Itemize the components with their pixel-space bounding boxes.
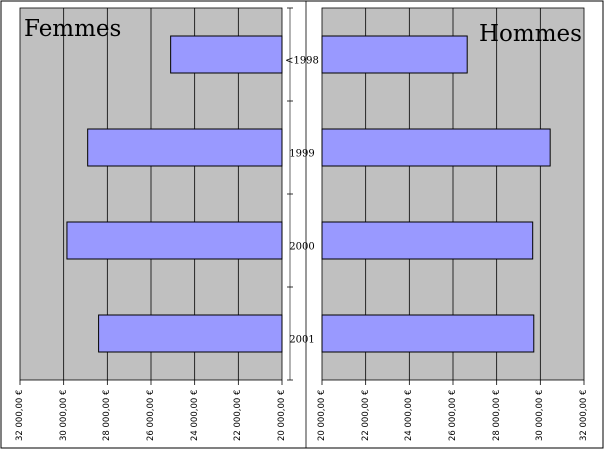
- right-chart-title: Hommes: [479, 21, 582, 47]
- right-axis-tick-label: 32 000,00 €: [579, 389, 589, 441]
- category-label: 2001: [289, 334, 315, 345]
- right-axis-tick-label: 20 000,00 €: [317, 389, 327, 441]
- right-axis-tick-label: 22 000,00 €: [360, 389, 371, 441]
- left-axis-tick-label: 20 000,00 €: [277, 389, 287, 441]
- left-bar-2: [87, 128, 283, 167]
- left-axis-tick-label: 26 000,00 €: [146, 389, 156, 441]
- left-axis-tick-label: 32 000,00 €: [15, 389, 25, 441]
- right-bar-1: [321, 35, 468, 74]
- category-label: 2000: [289, 241, 315, 252]
- left-axis-tick-label: 28 000,00 €: [102, 389, 113, 441]
- category-label: <1998: [285, 55, 319, 66]
- left-axis-tick-label: 30 000,00 €: [58, 389, 69, 441]
- right-bar-4: [321, 314, 535, 353]
- right-axis-tick-label: 24 000,00 €: [404, 389, 415, 441]
- left-axis-tick-label: 22 000,00 €: [233, 389, 244, 441]
- left-bar-3: [66, 221, 283, 260]
- left-axis-tick-label: 24 000,00 €: [189, 389, 200, 441]
- category-label: 1999: [289, 148, 315, 159]
- right-bar-2: [321, 128, 551, 167]
- right-axis-tick-label: 26 000,00 €: [448, 389, 458, 441]
- left-chart-title: Femmes: [24, 16, 122, 42]
- left-bar-4: [98, 314, 283, 353]
- left-bar-1: [170, 35, 283, 74]
- right-axis-tick-label: 30 000,00 €: [535, 389, 546, 441]
- right-axis-tick-label: 28 000,00 €: [491, 389, 502, 441]
- right-bar-3: [321, 221, 534, 260]
